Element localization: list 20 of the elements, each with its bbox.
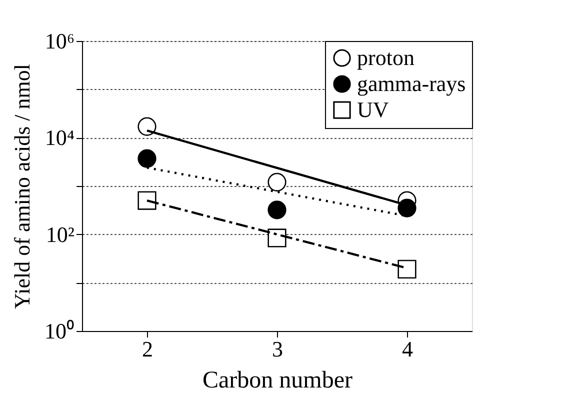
y-tick-label: 10² — [46, 222, 75, 247]
point — [138, 191, 156, 210]
point — [268, 200, 286, 220]
x-tick-label: 4 — [402, 336, 413, 362]
y-tick-label: 10⁶ — [44, 28, 74, 54]
point — [138, 117, 156, 136]
point — [268, 228, 286, 248]
legend-label: proton — [357, 45, 414, 70]
point — [138, 149, 156, 168]
legend-label: UV — [357, 97, 389, 122]
x-tick-label: 2 — [142, 336, 153, 362]
point — [268, 172, 286, 192]
y-tick-label: 10⁴ — [44, 125, 75, 150]
x-tick-label: 3 — [272, 336, 283, 362]
x-axis-title: Carbon number — [202, 368, 352, 394]
y-axis-title: Yield of amino acids / nmol — [10, 64, 34, 310]
legend-label: gamma-rays — [357, 71, 466, 96]
y-tick-label: 10⁰ — [44, 318, 74, 344]
point — [398, 260, 416, 279]
point — [398, 198, 416, 218]
